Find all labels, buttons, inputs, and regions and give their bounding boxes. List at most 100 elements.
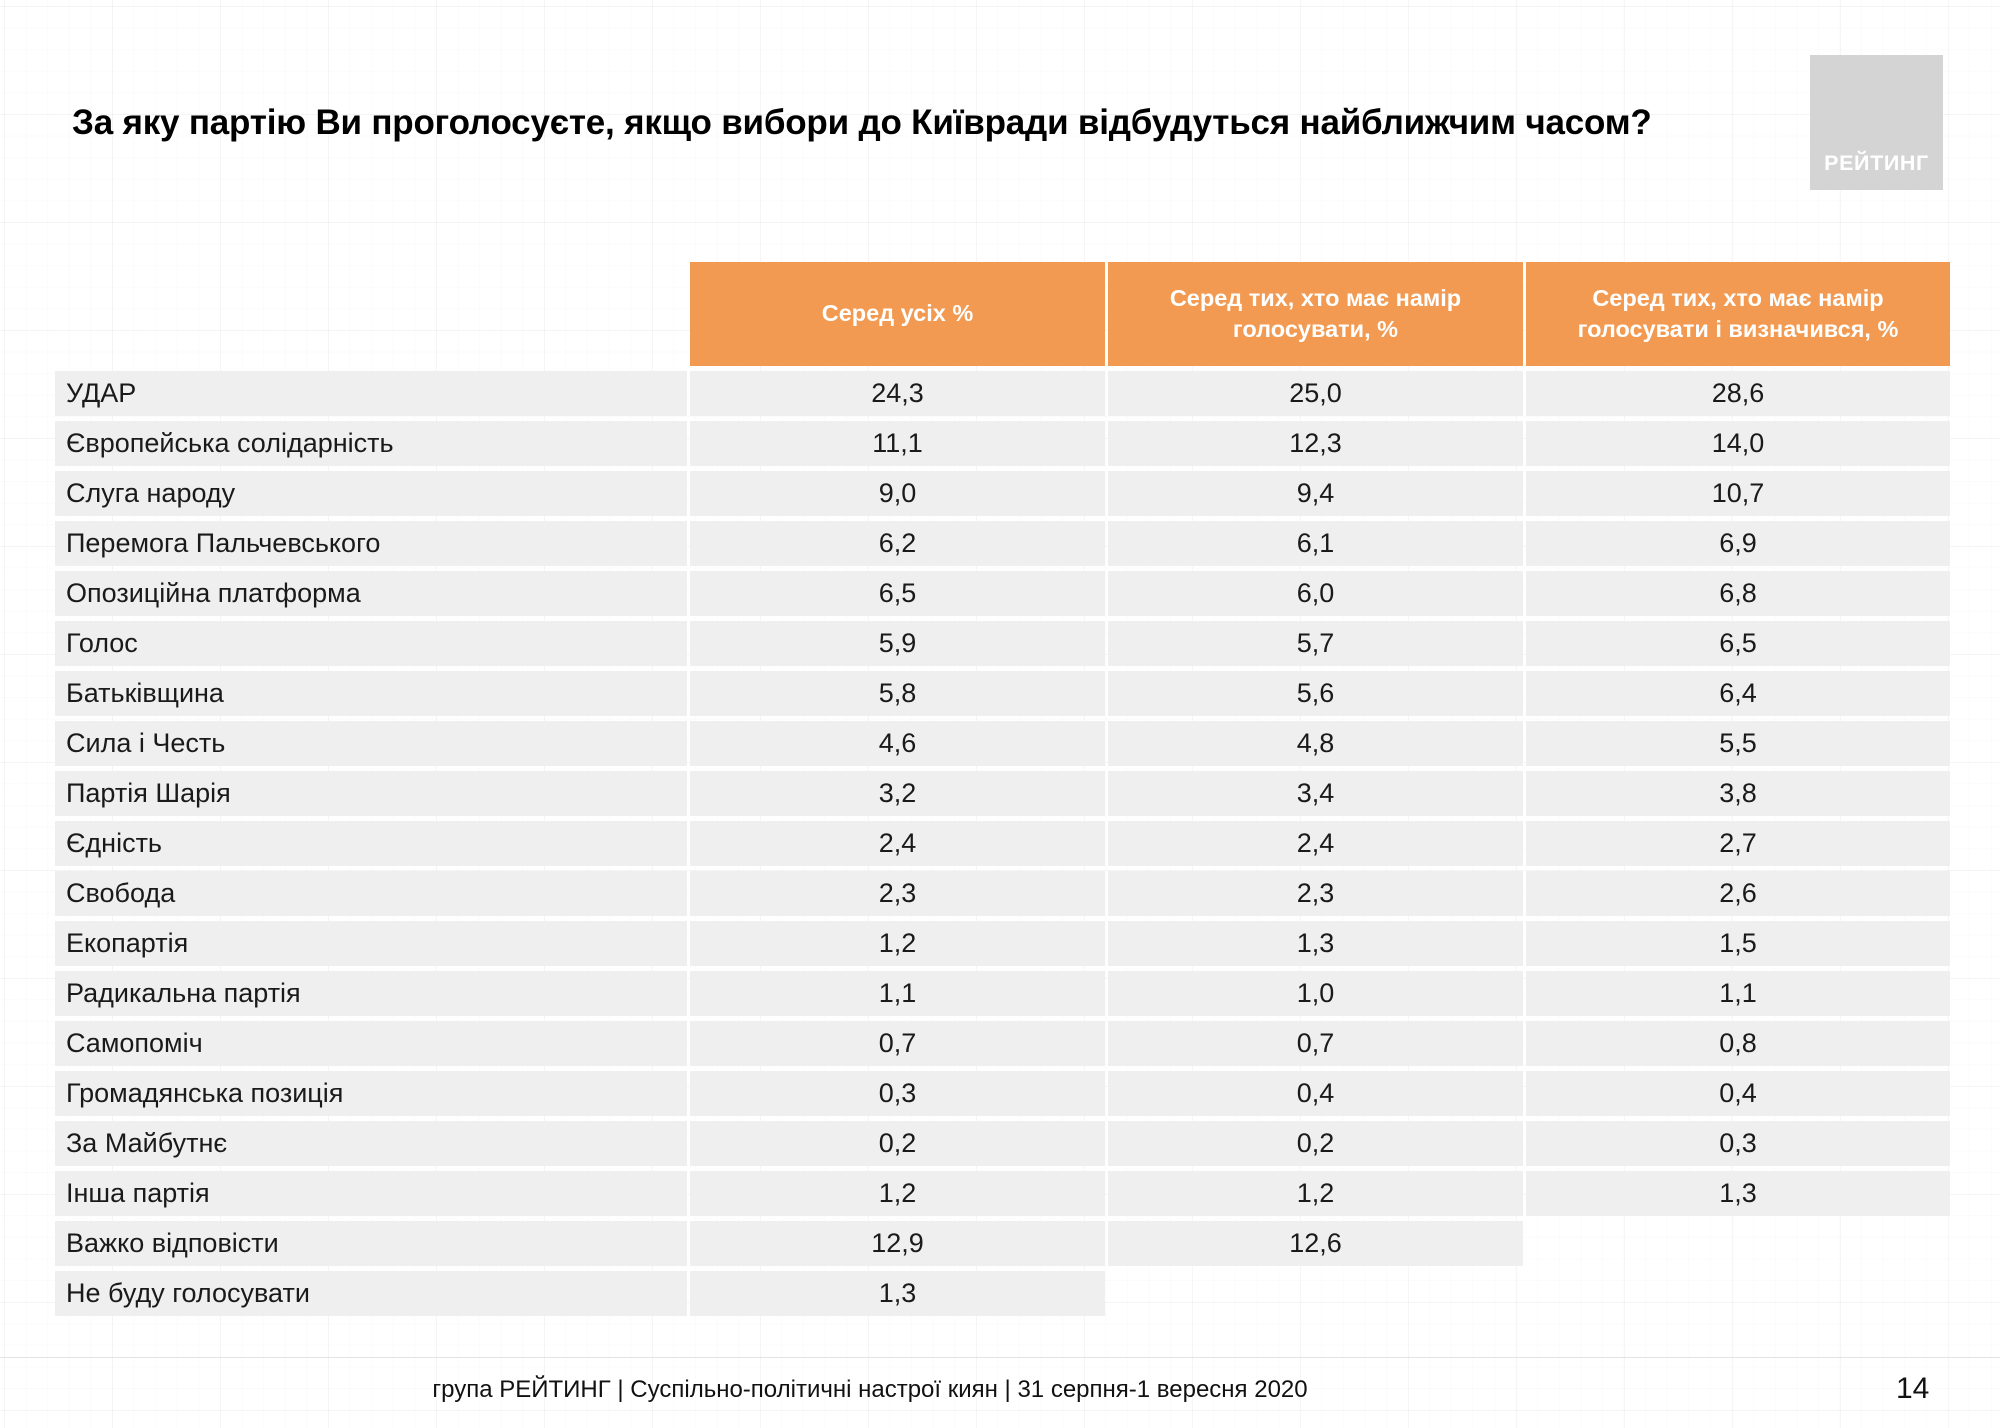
cell-intend-to-vote: 1,0 <box>1108 971 1523 1016</box>
cell-intend-and-decided: 0,8 <box>1526 1021 1950 1066</box>
column-header-intend-to-vote: Серед тих, хто має намір голосувати, % <box>1108 262 1523 366</box>
row-label: Радикальна партія <box>55 971 687 1016</box>
table-row: Екопартія 1,2 1,3 1,5 <box>55 921 1950 966</box>
table-row: Сила і Честь 4,6 4,8 5,5 <box>55 721 1950 766</box>
cell-intend-to-vote: 0,2 <box>1108 1121 1523 1166</box>
cell-among-all: 5,9 <box>690 621 1105 666</box>
rating-logo: РЕЙТИНГ <box>1810 55 1943 190</box>
cell-intend-to-vote: 1,2 <box>1108 1171 1523 1216</box>
cell-among-all: 4,6 <box>690 721 1105 766</box>
cell-among-all: 0,2 <box>690 1121 1105 1166</box>
cell-intend-and-decided: 6,5 <box>1526 621 1950 666</box>
row-label: Самопоміч <box>55 1021 687 1066</box>
cell-intend-to-vote: 2,4 <box>1108 821 1523 866</box>
row-label: Опозиційна платформа <box>55 571 687 616</box>
cell-intend-to-vote: 12,6 <box>1108 1221 1523 1266</box>
cell-among-all: 0,3 <box>690 1071 1105 1116</box>
cell-intend-and-decided <box>1526 1221 1950 1266</box>
cell-among-all: 1,2 <box>690 921 1105 966</box>
cell-intend-and-decided: 1,1 <box>1526 971 1950 1016</box>
table-row: За Майбутнє 0,2 0,2 0,3 <box>55 1121 1950 1166</box>
table-row: Радикальна партія 1,1 1,0 1,1 <box>55 971 1950 1016</box>
table-row: Важко відповісти 12,9 12,6 <box>55 1221 1941 1266</box>
row-label: УДАР <box>55 371 687 416</box>
table-row: Свобода 2,3 2,3 2,6 <box>55 871 1950 916</box>
cell-intend-and-decided: 10,7 <box>1526 471 1950 516</box>
cell-intend-and-decided: 0,4 <box>1526 1071 1950 1116</box>
column-header-among-all: Серед усіх % <box>690 262 1105 366</box>
cell-among-all: 1,3 <box>690 1271 1105 1316</box>
row-label: Слуга народу <box>55 471 687 516</box>
row-label: Інша партія <box>55 1171 687 1216</box>
cell-intend-and-decided: 6,9 <box>1526 521 1950 566</box>
column-header-intend-and-decided: Серед тих, хто має намір голосувати і ви… <box>1526 262 1950 366</box>
table-row: Не буду голосувати 1,3 <box>55 1271 1941 1316</box>
table-row: Інша партія 1,2 1,2 1,3 <box>55 1171 1950 1216</box>
cell-among-all: 11,1 <box>690 421 1105 466</box>
cell-intend-to-vote: 6,1 <box>1108 521 1523 566</box>
cell-among-all: 1,1 <box>690 971 1105 1016</box>
table-row: Слуга народу 9,0 9,4 10,7 <box>55 471 1950 516</box>
row-label: За Майбутнє <box>55 1121 687 1166</box>
cell-intend-and-decided: 0,3 <box>1526 1121 1950 1166</box>
poll-results-table: Серед усіх % Серед тих, хто має намір го… <box>55 262 1950 1321</box>
row-label: Єдність <box>55 821 687 866</box>
rating-logo-label: РЕЙТИНГ <box>1824 151 1929 175</box>
row-label: Не буду голосувати <box>55 1271 687 1316</box>
cell-among-all: 12,9 <box>690 1221 1105 1266</box>
table-row: Голос 5,9 5,7 6,5 <box>55 621 1950 666</box>
row-label: Голос <box>55 621 687 666</box>
cell-intend-and-decided: 6,4 <box>1526 671 1950 716</box>
cell-intend-to-vote: 9,4 <box>1108 471 1523 516</box>
table-row: Громадянська позиція 0,3 0,4 0,4 <box>55 1071 1950 1116</box>
cell-among-all: 3,2 <box>690 771 1105 816</box>
cell-intend-and-decided: 2,7 <box>1526 821 1950 866</box>
cell-intend-to-vote: 5,7 <box>1108 621 1523 666</box>
page-number: 14 <box>1896 1372 1930 1405</box>
cell-intend-to-vote: 2,3 <box>1108 871 1523 916</box>
cell-among-all: 6,2 <box>690 521 1105 566</box>
row-label: Партія Шарія <box>55 771 687 816</box>
cell-intend-to-vote: 5,6 <box>1108 671 1523 716</box>
table-row: Опозиційна платформа 6,5 6,0 6,8 <box>55 571 1950 616</box>
footer-divider <box>0 1357 2000 1358</box>
table-row: Партія Шарія 3,2 3,4 3,8 <box>55 771 1950 816</box>
row-label: Свобода <box>55 871 687 916</box>
row-label: Важко відповісти <box>55 1221 687 1266</box>
cell-intend-and-decided: 1,3 <box>1526 1171 1950 1216</box>
footer-caption: група РЕЙТИНГ | Суспільно-політичні наст… <box>432 1376 1308 1403</box>
cell-intend-and-decided: 1,5 <box>1526 921 1950 966</box>
cell-intend-to-vote: 12,3 <box>1108 421 1523 466</box>
cell-intend-and-decided: 2,6 <box>1526 871 1950 916</box>
cell-among-all: 5,8 <box>690 671 1105 716</box>
table-row: УДАР 24,3 25,0 28,6 <box>55 371 1950 416</box>
row-label: Екопартія <box>55 921 687 966</box>
cell-among-all: 6,5 <box>690 571 1105 616</box>
row-label: Перемога Пальчевського <box>55 521 687 566</box>
cell-intend-and-decided: 14,0 <box>1526 421 1950 466</box>
table-row: Перемога Пальчевського 6,2 6,1 6,9 <box>55 521 1950 566</box>
cell-intend-to-vote: 4,8 <box>1108 721 1523 766</box>
cell-among-all: 2,3 <box>690 871 1105 916</box>
cell-among-all: 9,0 <box>690 471 1105 516</box>
cell-intend-to-vote: 0,7 <box>1108 1021 1523 1066</box>
cell-among-all: 2,4 <box>690 821 1105 866</box>
cell-among-all: 0,7 <box>690 1021 1105 1066</box>
cell-intend-and-decided: 3,8 <box>1526 771 1950 816</box>
cell-intend-to-vote: 3,4 <box>1108 771 1523 816</box>
cell-intend-to-vote: 1,3 <box>1108 921 1523 966</box>
cell-intend-to-vote <box>1108 1271 1523 1316</box>
cell-intend-to-vote: 0,4 <box>1108 1071 1523 1116</box>
cell-intend-and-decided <box>1526 1271 1950 1316</box>
cell-among-all: 1,2 <box>690 1171 1105 1216</box>
table-row: Єдність 2,4 2,4 2,7 <box>55 821 1950 866</box>
cell-intend-and-decided: 5,5 <box>1526 721 1950 766</box>
cell-intend-to-vote: 6,0 <box>1108 571 1523 616</box>
row-label: Сила і Честь <box>55 721 687 766</box>
table-body: УДАР 24,3 25,0 28,6 Європейська солідарність… <box>55 371 1950 1316</box>
table-row: Європейська солідарність 11,1 12,3 14,0 <box>55 421 1950 466</box>
page-title: За яку партію Ви проголосуєте, якщо вибо… <box>72 103 1652 142</box>
table-row: Самопоміч 0,7 0,7 0,8 <box>55 1021 1950 1066</box>
row-label: Європейська солідарність <box>55 421 687 466</box>
